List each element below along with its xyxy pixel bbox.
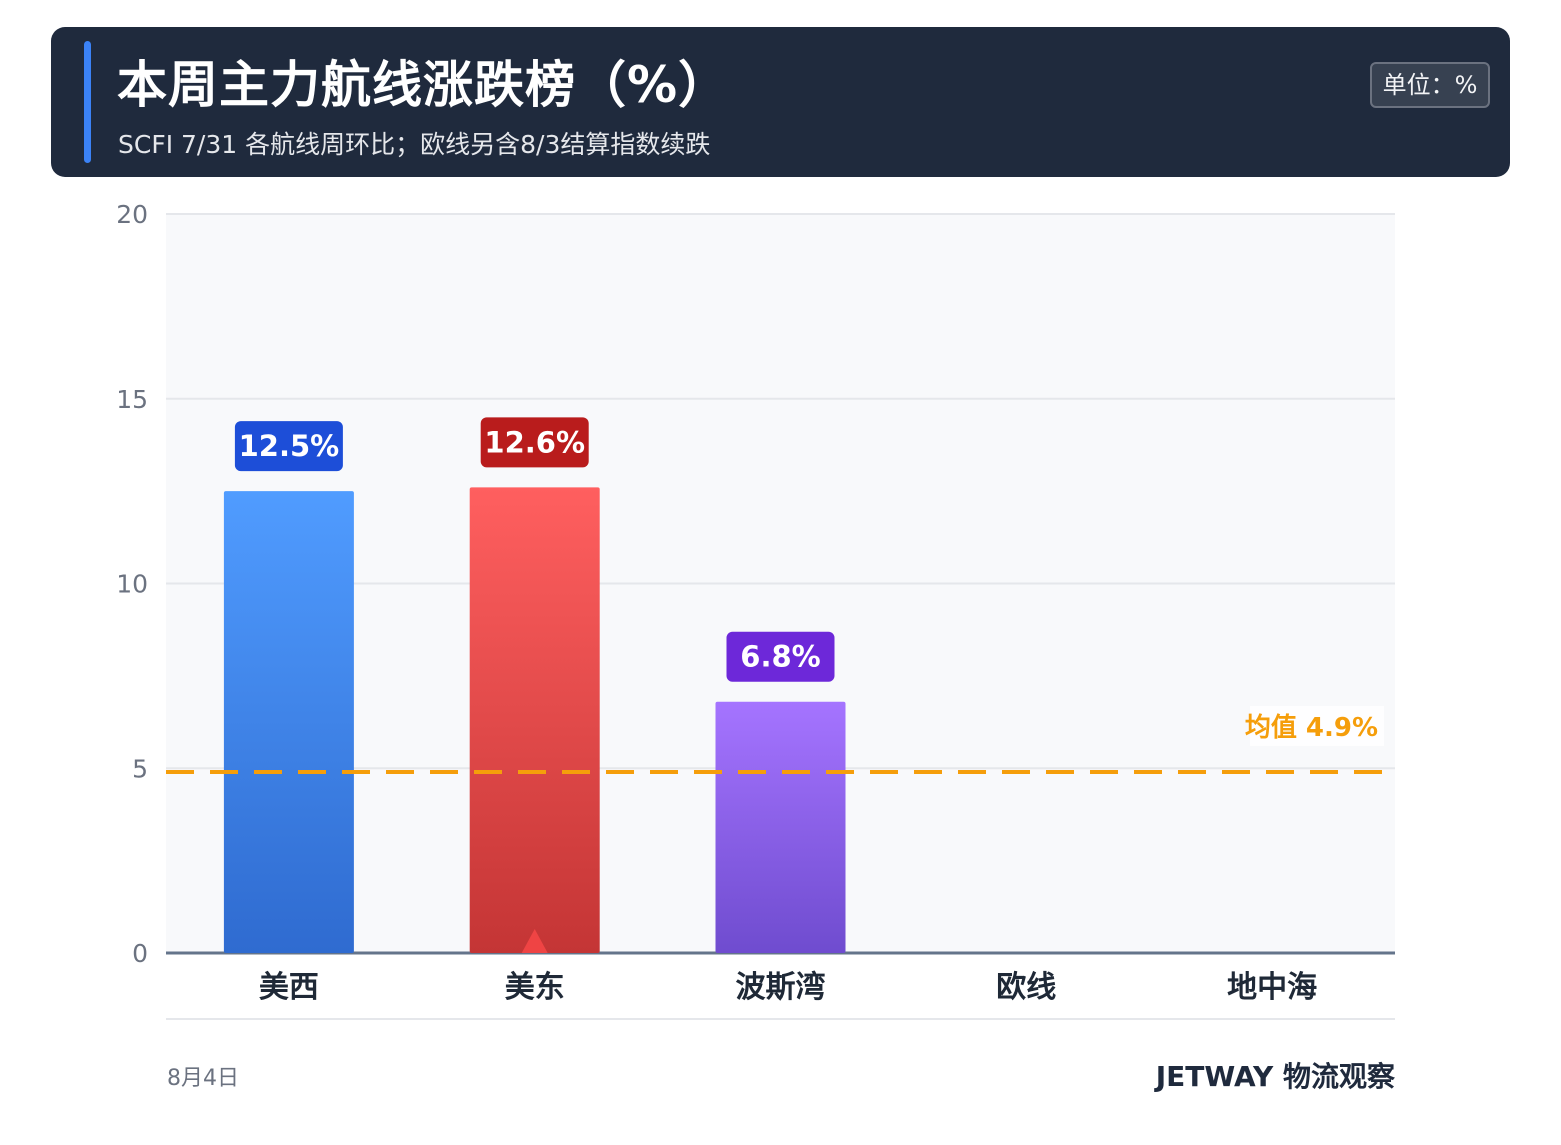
y-tick-label: 10 bbox=[116, 570, 148, 599]
data-label-bg bbox=[726, 631, 835, 682]
x-tick-label: 欧线 bbox=[996, 970, 1056, 1005]
y-tick-label: 5 bbox=[132, 754, 148, 783]
y-tick-label: 15 bbox=[116, 385, 148, 414]
data-label: 12.5% bbox=[239, 429, 340, 463]
data-label-bg bbox=[480, 417, 589, 468]
y-tick-label: 0 bbox=[132, 939, 148, 968]
x-tick-label: 美西 bbox=[259, 970, 319, 1005]
data-label-bg bbox=[234, 421, 343, 472]
x-tick-label: 波斯湾 bbox=[736, 970, 826, 1005]
mean-label-bg bbox=[1250, 705, 1384, 746]
footer-date: 8月4日 bbox=[167, 1066, 239, 1091]
bar-1 bbox=[223, 491, 354, 953]
chart-title: 本周主力航线涨跌榜（%） bbox=[117, 56, 730, 114]
bar-2 bbox=[469, 487, 600, 953]
mean-label: 均值 4.9% bbox=[1245, 713, 1378, 743]
x-tick-label: 美东 bbox=[505, 970, 565, 1005]
bar-3 bbox=[715, 701, 846, 953]
data-label: 6.8% bbox=[740, 640, 820, 674]
footer-brand: JETWAY 物流观察 bbox=[1155, 1060, 1395, 1093]
x-tick-label: 地中海 bbox=[1227, 970, 1317, 1005]
chart-header: 本周主力航线涨跌榜（%） SCFI 7/31 各航线周环比；欧线另含8/3结算指… bbox=[51, 27, 1510, 177]
header-accent-bar bbox=[84, 41, 91, 163]
chart-subtitle: SCFI 7/31 各航线周环比；欧线另含8/3结算指数续跌 bbox=[118, 130, 711, 159]
data-label: 12.6% bbox=[484, 425, 585, 459]
y-tick-label: 20 bbox=[116, 200, 148, 229]
unit-badge: 单位：% bbox=[1370, 62, 1490, 108]
up-triangle-marker bbox=[521, 929, 548, 953]
